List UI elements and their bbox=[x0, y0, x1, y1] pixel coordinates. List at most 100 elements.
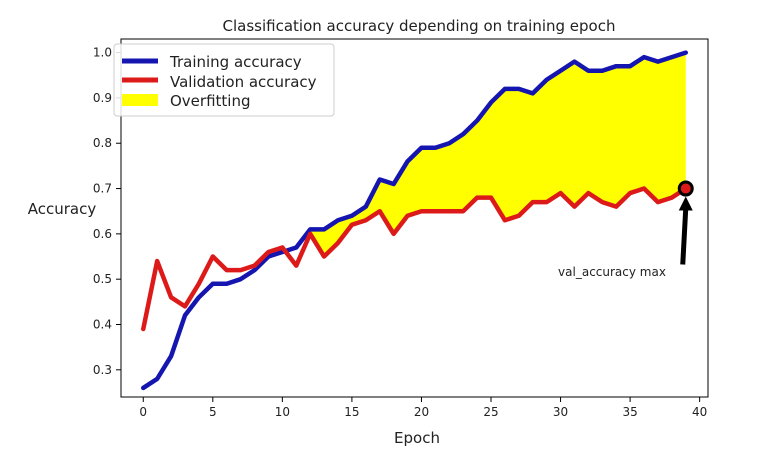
data-point-validation-accuracy bbox=[573, 205, 576, 208]
data-point-training-accuracy bbox=[643, 56, 645, 58]
legend-swatch-overfitting bbox=[122, 94, 158, 106]
data-point-training-accuracy bbox=[531, 92, 534, 95]
data-point-validation-accuracy bbox=[337, 242, 339, 244]
data-point-training-accuracy bbox=[657, 60, 659, 63]
legend-box bbox=[113, 43, 335, 117]
x-tick-label: 10 bbox=[275, 405, 290, 419]
data-point-validation-accuracy bbox=[545, 201, 548, 203]
annotation-arrow-head bbox=[678, 196, 693, 211]
y-axis-label: Accuracy bbox=[28, 200, 97, 218]
data-point-training-accuracy bbox=[267, 255, 270, 258]
data-point-training-accuracy bbox=[365, 205, 367, 208]
data-point-validation-accuracy bbox=[212, 255, 214, 258]
data-point-training-accuracy bbox=[212, 282, 214, 285]
data-point-validation-accuracy bbox=[295, 264, 298, 267]
data-point-training-accuracy bbox=[559, 69, 562, 72]
data-point-validation-accuracy bbox=[518, 214, 520, 217]
data-point-validation-accuracy bbox=[239, 269, 242, 271]
data-point-training-accuracy bbox=[462, 133, 464, 135]
data-point-validation-accuracy bbox=[267, 251, 270, 253]
data-point-validation-accuracy bbox=[392, 233, 395, 235]
data-point-training-accuracy bbox=[671, 56, 673, 58]
data-point-validation-accuracy bbox=[434, 210, 437, 213]
legend-label-training: Training accuracy bbox=[169, 53, 302, 71]
series-line-validation-accuracy bbox=[141, 186, 688, 332]
x-tick-label: 35 bbox=[622, 405, 637, 419]
data-point-validation-accuracy bbox=[281, 246, 284, 249]
data-point-training-accuracy bbox=[378, 178, 381, 181]
overfitting-area bbox=[310, 52, 686, 257]
data-point-training-accuracy bbox=[615, 65, 617, 67]
legend-label-validation: Validation accuracy bbox=[170, 73, 317, 91]
data-point-validation-accuracy bbox=[643, 187, 645, 190]
data-point-training-accuracy bbox=[420, 146, 423, 149]
y-axis-ticks: 0.3 0.4 0.5 0.6 0.7 0.8 0.9 1.0 bbox=[93, 46, 121, 377]
y-tick-label: 0.8 bbox=[93, 136, 112, 150]
data-point-validation-accuracy bbox=[476, 196, 478, 199]
data-point-training-accuracy bbox=[184, 314, 186, 317]
data-point-validation-accuracy bbox=[504, 219, 506, 222]
data-point-training-accuracy bbox=[601, 69, 604, 72]
y-tick-label: 0.3 bbox=[93, 363, 112, 377]
data-point-validation-accuracy bbox=[406, 214, 409, 217]
data-point-training-accuracy bbox=[573, 60, 576, 63]
annotation-arrow-shaft bbox=[680, 208, 689, 265]
data-point-training-accuracy bbox=[198, 296, 200, 299]
data-point-validation-accuracy bbox=[142, 328, 145, 330]
data-point-training-accuracy bbox=[253, 269, 256, 271]
x-tick-label: 30 bbox=[553, 405, 568, 419]
legend-label-overfitting: Overfitting bbox=[170, 92, 251, 110]
data-point-validation-accuracy bbox=[420, 210, 423, 213]
data-point-training-accuracy bbox=[239, 278, 242, 280]
chart-title: Classification accuracy depending on tra… bbox=[223, 17, 616, 35]
data-point-training-accuracy bbox=[337, 219, 339, 222]
max-marker bbox=[677, 180, 694, 197]
data-point-training-accuracy bbox=[323, 228, 325, 231]
y-tick-label: 1.0 bbox=[93, 46, 112, 60]
data-point-training-accuracy bbox=[225, 282, 228, 285]
data-point-training-accuracy bbox=[156, 378, 158, 380]
data-point-validation-accuracy bbox=[629, 192, 631, 194]
overfitting-fill-layer bbox=[310, 52, 686, 257]
data-point-validation-accuracy bbox=[184, 305, 186, 308]
data-point-training-accuracy bbox=[392, 183, 395, 185]
data-point-training-accuracy bbox=[448, 142, 451, 145]
series-line-training-accuracy bbox=[141, 50, 688, 391]
data-point-validation-accuracy bbox=[198, 282, 200, 285]
data-point-validation-accuracy bbox=[309, 233, 311, 235]
data-point-validation-accuracy bbox=[351, 223, 353, 226]
data-point-training-accuracy bbox=[587, 69, 590, 72]
data-point-validation-accuracy bbox=[253, 264, 256, 267]
data-point-training-accuracy bbox=[629, 65, 631, 67]
data-point-training-accuracy bbox=[351, 214, 353, 217]
data-point-validation-accuracy bbox=[170, 296, 172, 299]
data-point-training-accuracy bbox=[406, 160, 409, 163]
data-point-validation-accuracy bbox=[378, 210, 381, 213]
data-point-training-accuracy bbox=[476, 119, 478, 122]
data-point-training-accuracy bbox=[170, 355, 172, 358]
data-point-training-accuracy bbox=[490, 101, 492, 104]
data-point-validation-accuracy bbox=[156, 260, 158, 262]
data-point-validation-accuracy bbox=[657, 201, 659, 203]
data-point-validation-accuracy bbox=[587, 192, 590, 194]
legend: Training accuracy Validation accuracy Ov… bbox=[113, 43, 335, 117]
data-point-training-accuracy bbox=[309, 228, 311, 231]
data-point-training-accuracy bbox=[518, 88, 520, 90]
data-point-validation-accuracy bbox=[490, 196, 492, 199]
y-tick-label: 0.7 bbox=[93, 182, 112, 196]
plot-frame bbox=[120, 38, 709, 398]
x-tick-label: 20 bbox=[414, 405, 429, 419]
data-point-validation-accuracy bbox=[225, 269, 228, 271]
x-axis-ticks: 0 5 10 15 20 25 30 35 40 bbox=[139, 397, 707, 419]
x-tick-label: 40 bbox=[692, 405, 707, 419]
data-point-validation-accuracy bbox=[365, 219, 367, 222]
data-point-validation-accuracy bbox=[323, 255, 325, 258]
annotation-label: val_accuracy max bbox=[558, 265, 666, 279]
x-axis-label: Epoch bbox=[394, 429, 440, 447]
data-point-validation-accuracy bbox=[615, 205, 617, 208]
x-tick-label: 5 bbox=[209, 405, 217, 419]
data-point-validation-accuracy bbox=[601, 201, 604, 203]
data-point-training-accuracy bbox=[504, 88, 506, 90]
